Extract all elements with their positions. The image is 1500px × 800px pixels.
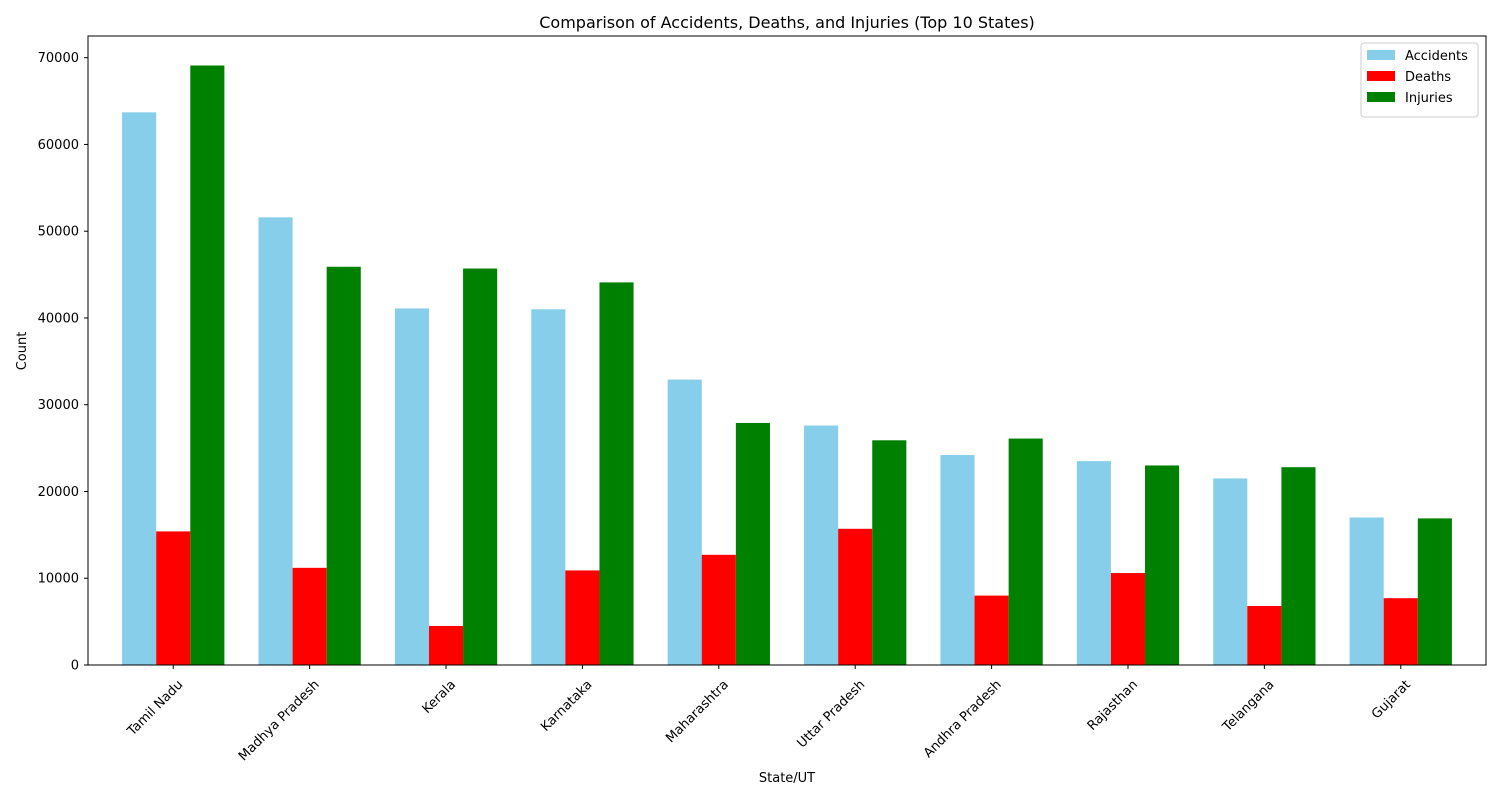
legend-swatch-injuries — [1367, 92, 1395, 102]
legend-swatch-accidents — [1367, 50, 1395, 60]
x-tick-label: Maharashtra — [663, 677, 732, 746]
bar-injuries-gujarat — [1417, 518, 1452, 665]
x-tick-label: Gujarat — [1369, 677, 1414, 722]
y-tick-label: 50000 — [38, 225, 79, 240]
legend-swatch-deaths — [1367, 71, 1395, 81]
bar-injuries-kerala — [463, 268, 498, 665]
bar-deaths-maharashtra — [701, 554, 736, 665]
legend: Accidents Deaths Injuries — [1360, 42, 1479, 118]
bar-injuries-rajasthan — [1145, 465, 1180, 665]
bar-accidents-rajasthan — [1076, 461, 1111, 665]
y-tick-label: 40000 — [38, 311, 79, 326]
axes-layer — [87, 35, 1487, 666]
y-axis-label: Count — [15, 332, 30, 371]
bar-injuries-maharashtra — [735, 422, 770, 665]
bar-accidents-telangana — [1213, 478, 1248, 665]
bar-deaths-gujarat — [1383, 598, 1418, 665]
chart-title: Comparison of Accidents, Deaths, and Inj… — [539, 13, 1035, 32]
y-tick-label: 20000 — [38, 485, 79, 500]
bar-deaths-kerala — [428, 625, 464, 665]
x-tick-label: Telangana — [1219, 677, 1277, 735]
bar-accidents-madhya-pradesh — [258, 217, 293, 666]
bar-deaths-madhya-pradesh — [292, 567, 327, 665]
x-tick-label: Kerala — [420, 677, 459, 716]
plot-frame — [87, 35, 1487, 666]
bar-accidents-tamil-nadu — [122, 112, 157, 665]
bar-deaths-tamil-nadu — [156, 531, 191, 665]
x-tick-label: Tamil Nadu — [124, 677, 186, 739]
bar-injuries-karnataka — [599, 282, 634, 665]
bar-accidents-kerala — [394, 308, 429, 665]
y-tick-label: 10000 — [38, 572, 79, 587]
y-tick-label: 30000 — [38, 398, 79, 413]
bars-layer — [122, 65, 1452, 666]
bar-deaths-telangana — [1247, 606, 1282, 665]
y-tick-label: 70000 — [38, 51, 79, 66]
x-axis-label: State/UT — [759, 771, 815, 786]
bar-deaths-karnataka — [565, 570, 600, 665]
x-tick-label: Uttar Pradesh — [794, 677, 868, 751]
bar-accidents-gujarat — [1349, 517, 1384, 665]
bar-injuries-tamil-nadu — [190, 65, 225, 666]
bar-injuries-madhya-pradesh — [326, 266, 361, 665]
bar-accidents-andhra-pradesh — [940, 455, 975, 665]
x-ticks: Tamil Nadu Madhya Pradesh Kerala Karnataka M… — [124, 665, 1414, 764]
bar-accidents-maharashtra — [667, 379, 702, 665]
legend-label-accidents: Accidents — [1405, 49, 1468, 64]
bar-deaths-rajasthan — [1110, 573, 1146, 665]
x-tick-label: Rajasthan — [1085, 677, 1141, 733]
legend-label-deaths: Deaths — [1405, 70, 1451, 85]
y-ticks: 0 10000 20000 30000 40000 50000 60000 70000 — [38, 51, 88, 674]
bar-deaths-uttar-pradesh — [838, 528, 873, 665]
bar-accidents-karnataka — [531, 309, 566, 665]
y-tick-label: 60000 — [38, 138, 79, 153]
x-tick-label: Madhya Pradesh — [236, 677, 323, 764]
bar-accidents-uttar-pradesh — [804, 425, 839, 665]
x-tick-label: Andhra Pradesh — [921, 677, 1005, 761]
bar-injuries-andhra-pradesh — [1008, 438, 1043, 665]
x-tick-label: Karnataka — [538, 677, 595, 734]
bar-injuries-uttar-pradesh — [872, 440, 907, 665]
legend-label-injuries: Injuries — [1405, 91, 1453, 106]
y-tick-label: 0 — [71, 659, 79, 674]
bar-deaths-andhra-pradesh — [974, 595, 1009, 665]
bar-injuries-telangana — [1281, 467, 1316, 665]
